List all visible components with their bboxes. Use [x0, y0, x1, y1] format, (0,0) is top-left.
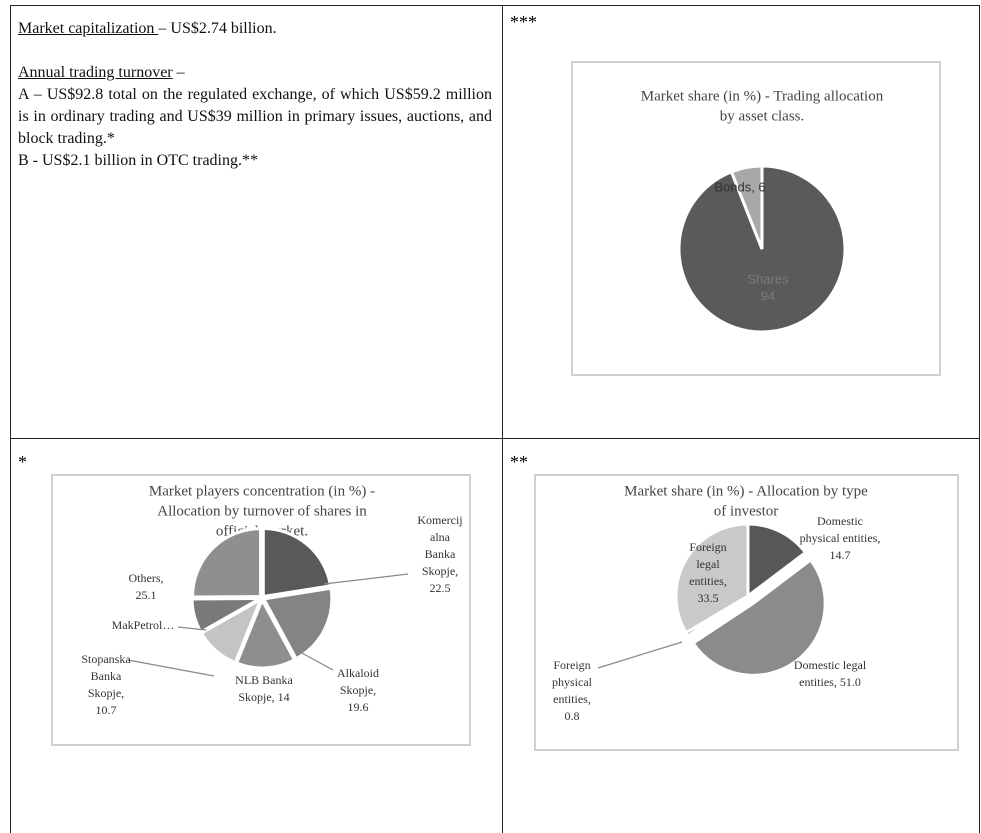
data-label: Others, [129, 571, 164, 585]
data-label: Bonds, 6 [714, 179, 765, 194]
data-label: Banka [425, 547, 456, 561]
chart-title: Market share (in %) - Trading allocation [641, 88, 884, 104]
text: – US$2.74 billion. [158, 20, 277, 37]
pie-slice [190, 596, 266, 635]
data-label: Skopje, 14 [238, 690, 289, 704]
chart-title: of investor [714, 503, 779, 519]
data-label: alna [430, 530, 451, 544]
pie-slice [746, 522, 808, 600]
chart-title: Market share (in %) - Allocation by type [624, 483, 868, 499]
text: – [172, 64, 185, 81]
data-label: legal [696, 557, 720, 571]
data-label: 33.5 [698, 591, 719, 605]
paragraph: Market capitalization – US$2.74 billion. [18, 18, 492, 40]
marker: * [18, 452, 27, 472]
text-cell: Market capitalization – US$2.74 billion.… [18, 18, 492, 172]
chart-frames [51, 61, 959, 751]
marker: *** [510, 12, 537, 32]
data-label: 19.6 [348, 700, 369, 714]
data-label: 25.1 [136, 588, 157, 602]
chart-title: by asset class. [720, 108, 805, 124]
data-label: 10.7 [96, 703, 117, 717]
data-label: Domestic [817, 514, 863, 528]
data-label: MakPetrol… [112, 618, 175, 632]
marker: ** [510, 452, 528, 472]
paragraph: B - US$2.1 billion in OTC trading.** [18, 152, 258, 169]
data-label: physical entities, [800, 531, 881, 545]
data-label: NLB Banka [235, 673, 293, 687]
paragraph: A – US$92.8 total on the regulated excha… [18, 86, 492, 147]
pie-slice [674, 522, 750, 635]
data-label: Shares [747, 271, 789, 286]
leader-line [177, 626, 207, 631]
chart-title: Market players concentration (in %) - [149, 483, 375, 499]
pie-slice [191, 527, 263, 599]
spacer [18, 40, 492, 62]
data-label: 0.8 [565, 709, 580, 723]
data-label: Komercij [417, 513, 462, 527]
pie-slice [691, 557, 827, 677]
underlined-label: Annual trading turnover [18, 64, 173, 81]
leader-line [323, 573, 409, 585]
paragraph: Annual trading turnover – [18, 62, 492, 84]
leader-line [127, 659, 215, 677]
data-label: physical [552, 675, 593, 689]
data-label: Banka [91, 669, 122, 683]
data-label: Alkaloid [337, 666, 379, 680]
table-grid [10, 5, 980, 833]
data-label: entities, 51.0 [799, 675, 861, 689]
pie-slice [234, 596, 297, 670]
data-label: Foreign [553, 658, 590, 672]
leader-line [597, 641, 683, 669]
pie-slice [729, 164, 764, 250]
data-label: Skopje, [340, 683, 376, 697]
pie-slice [261, 526, 333, 599]
leader-line [299, 651, 334, 671]
pie-slice [677, 164, 847, 334]
pie-slice [261, 586, 334, 661]
data-label: 94 [761, 288, 775, 303]
data-label: 22.5 [430, 581, 451, 595]
data-label: 14.7 [830, 548, 851, 562]
data-label: Skopje, [422, 564, 458, 578]
underlined-label: Market capitalization [18, 20, 159, 37]
chart-title: Allocation by turnover of shares in [157, 503, 367, 519]
data-label: Foreign [689, 540, 726, 554]
data-label: Domestic legal [794, 658, 867, 672]
data-label: entities, [689, 574, 727, 588]
data-label: Stopanska [81, 652, 131, 666]
data-label: Skopje, [88, 686, 124, 700]
data-label: entities, [553, 692, 591, 706]
